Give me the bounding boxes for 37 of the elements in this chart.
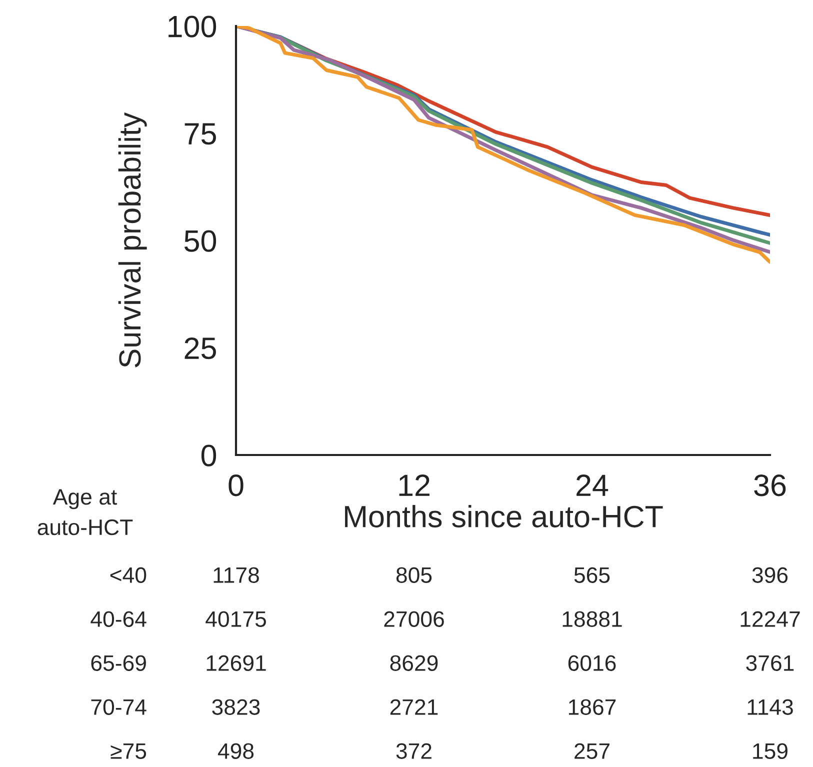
y-tick-label: 50	[184, 230, 216, 252]
text: 2721	[390, 699, 438, 715]
x-tick-label: 12	[399, 474, 430, 496]
text: 396	[752, 567, 788, 583]
text: 12247	[740, 611, 800, 627]
text: 1178	[214, 567, 259, 583]
text: 805	[396, 567, 432, 583]
text: ≥75	[110, 743, 146, 759]
y-tick-label: 25	[184, 337, 216, 360]
text: 1867	[568, 699, 616, 715]
text: 12691	[206, 655, 266, 671]
x-axis-title: Months since auto-HCT	[345, 505, 663, 528]
text: 257	[574, 743, 610, 759]
text: 18881	[562, 611, 622, 627]
y-tick-label: 0	[201, 444, 216, 466]
text: 159	[753, 743, 788, 759]
x-tick-label: 24	[576, 474, 608, 496]
text: 498	[218, 743, 254, 759]
text: 3761	[746, 655, 794, 671]
y-tick-label: 100	[168, 16, 216, 38]
text: 565	[574, 567, 610, 583]
text: 40-64	[90, 611, 146, 627]
text: 3823	[212, 699, 260, 715]
text: 8629	[390, 655, 438, 671]
text: 65-69	[91, 655, 146, 671]
text: 27006	[384, 611, 444, 627]
x-tick-label: 36	[754, 474, 786, 496]
y-axis-title: Survival probability	[118, 112, 147, 368]
x-tick-label: 0	[228, 474, 244, 496]
text: 6016	[568, 655, 616, 671]
text: 1143	[748, 699, 793, 715]
y-tick-label: 75	[184, 123, 216, 145]
text: 372	[396, 743, 432, 759]
text: <40	[110, 567, 146, 583]
text: Age at auto-HCT	[38, 489, 133, 536]
text: 40175	[206, 611, 266, 627]
text: 70-74	[91, 699, 146, 715]
